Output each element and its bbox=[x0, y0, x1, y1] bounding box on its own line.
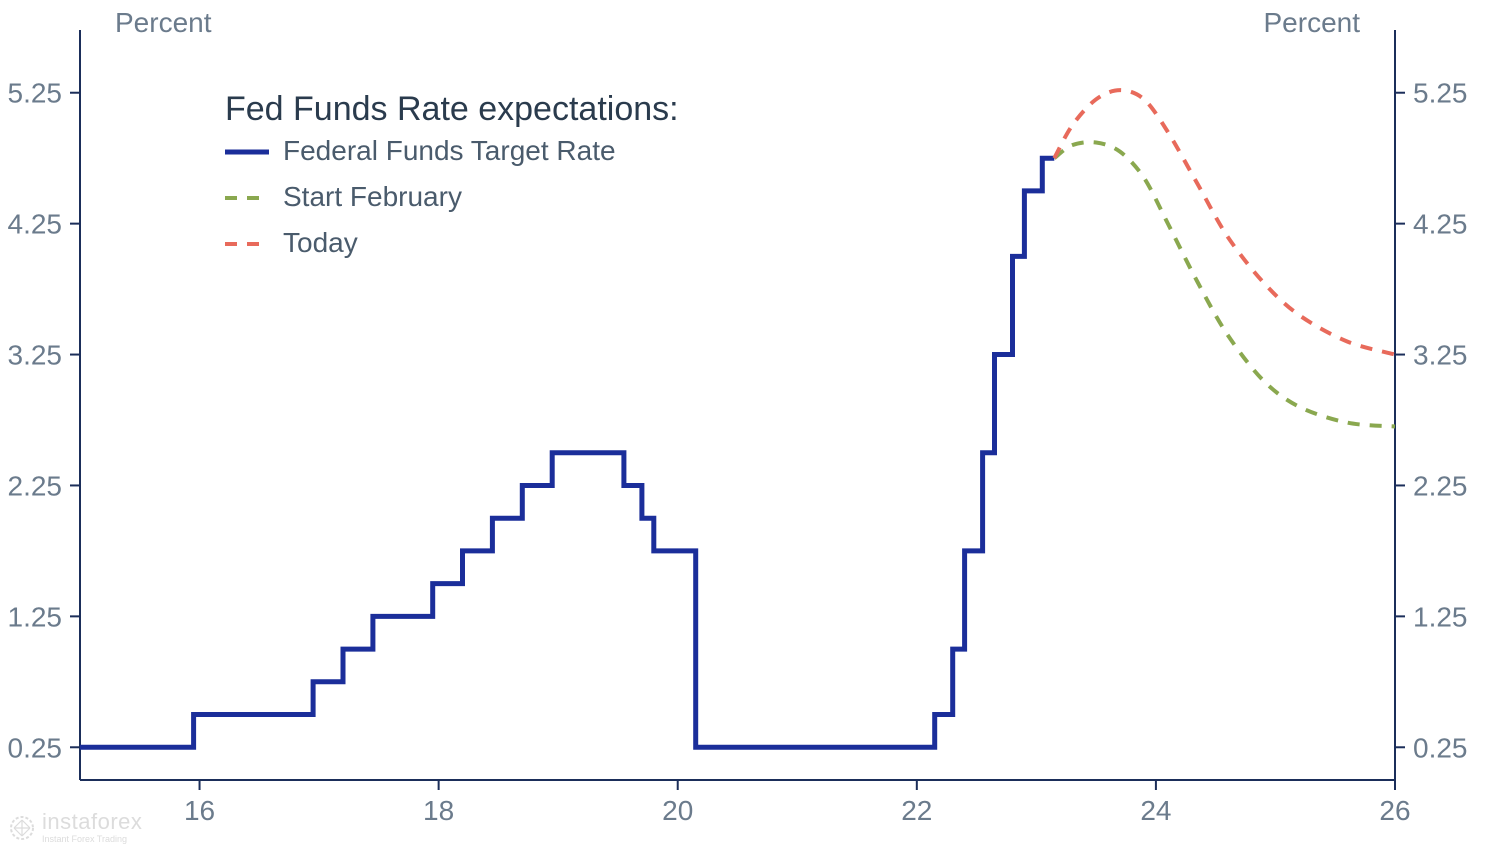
svg-text:4.25: 4.25 bbox=[1413, 209, 1468, 240]
svg-text:3.25: 3.25 bbox=[1413, 340, 1468, 371]
svg-text:20: 20 bbox=[662, 795, 693, 826]
legend-label: Start February bbox=[283, 181, 462, 212]
svg-text:0.25: 0.25 bbox=[1413, 732, 1468, 763]
svg-text:5.25: 5.25 bbox=[1413, 78, 1468, 109]
legend-label: Today bbox=[283, 227, 358, 258]
svg-text:4.25: 4.25 bbox=[8, 209, 63, 240]
svg-text:Percent: Percent bbox=[115, 7, 212, 38]
svg-text:3.25: 3.25 bbox=[8, 340, 63, 371]
fed-funds-chart: 0.25 0.25 1.25 1.25 2.25 2.25 3.25 3.25 4.25 4.25… bbox=[0, 0, 1500, 850]
svg-text:1.25: 1.25 bbox=[8, 601, 63, 632]
svg-text:Percent: Percent bbox=[1264, 7, 1361, 38]
svg-text:2.25: 2.25 bbox=[8, 470, 63, 501]
legend-label: Federal Funds Target Rate bbox=[283, 135, 616, 166]
svg-text:24: 24 bbox=[1140, 795, 1171, 826]
svg-text:0.25: 0.25 bbox=[8, 732, 63, 763]
svg-text:22: 22 bbox=[901, 795, 932, 826]
chart-container: 0.25 0.25 1.25 1.25 2.25 2.25 3.25 3.25 4.25 4.25… bbox=[0, 0, 1500, 850]
svg-text:18: 18 bbox=[423, 795, 454, 826]
svg-text:16: 16 bbox=[184, 795, 215, 826]
legend-title: Fed Funds Rate expectations: bbox=[225, 90, 679, 128]
svg-text:2.25: 2.25 bbox=[1413, 470, 1468, 501]
svg-text:1.25: 1.25 bbox=[1413, 601, 1468, 632]
svg-text:5.25: 5.25 bbox=[8, 78, 63, 109]
svg-text:26: 26 bbox=[1379, 795, 1410, 826]
